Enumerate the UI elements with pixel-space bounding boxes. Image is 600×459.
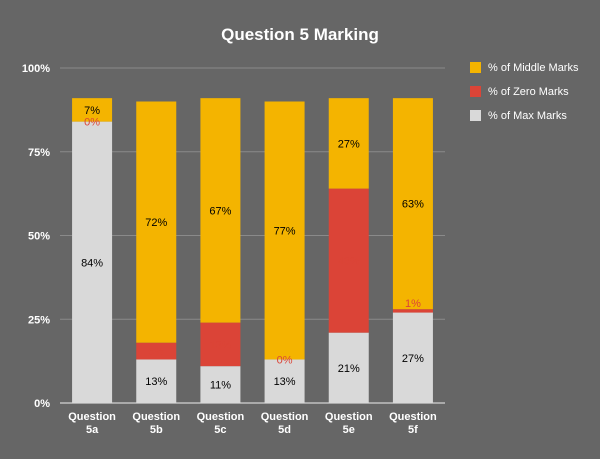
x-tick-label: Question 5a [68, 411, 116, 436]
legend-swatch [470, 86, 481, 97]
x-axis: Question 5a Question 5b Question 5c Question 5d… [68, 411, 437, 436]
y-axis: 0% 25% 50% 75% 100% [22, 63, 50, 410]
bar-segment [200, 98, 241, 323]
bar-segment [264, 359, 305, 403]
x-tick-label: Question 5c [197, 411, 245, 436]
chart-title: Question 5 Marking [221, 25, 379, 44]
bar-segment [264, 101, 305, 360]
data-label: 67% [209, 205, 231, 217]
data-label: 77% [274, 225, 296, 237]
data-label: 13% [145, 376, 167, 388]
x-tick-label: Question 5f [389, 411, 437, 436]
data-label: 13% [209, 339, 231, 351]
bar-segment [200, 322, 241, 367]
bar-segment [392, 98, 433, 310]
data-label: 13% [274, 376, 296, 388]
y-tick-label: 100% [22, 63, 50, 75]
legend-swatch [470, 110, 481, 121]
data-label: 0% [84, 117, 100, 129]
bars [72, 98, 433, 403]
bar-segment [136, 101, 177, 343]
data-label: 84% [81, 257, 103, 269]
x-tick-label: Question 5d [261, 411, 309, 436]
data-label: 11% [210, 380, 231, 392]
bar-segment [72, 98, 113, 122]
bar-segment [136, 342, 177, 360]
legend-label: % of Max Marks [488, 110, 567, 122]
bar-segment [392, 309, 433, 313]
data-label: 0% [277, 354, 293, 366]
y-tick-label: 50% [28, 231, 50, 243]
data-labels: 84%0%7%13%5%72%11%13%67%13%0%77%21%43%27… [81, 105, 424, 392]
data-label: 7% [84, 105, 100, 117]
bar-segment [328, 332, 369, 403]
data-label: 5% [148, 346, 164, 358]
x-tick-label: Question 5b [132, 411, 180, 436]
data-label: 27% [402, 353, 424, 365]
bar-segment [328, 188, 369, 333]
data-label: 27% [338, 138, 360, 150]
data-label: 1% [405, 298, 421, 310]
data-label: 21% [338, 363, 360, 375]
bar-segment [200, 366, 241, 403]
y-tick-label: 75% [28, 147, 50, 159]
data-label: 63% [402, 199, 424, 211]
bar-segment [136, 359, 177, 403]
legend-label: % of Zero Marks [488, 86, 569, 98]
bar-segment [72, 121, 113, 403]
legend-label: % of Middle Marks [488, 62, 579, 74]
bar-segment [328, 98, 369, 189]
gridlines [60, 67, 445, 404]
x-tick-label: Question 5e [325, 411, 373, 436]
legend-swatch [470, 62, 481, 73]
y-tick-label: 0% [34, 398, 50, 410]
data-label: 43% [338, 256, 360, 268]
y-tick-label: 25% [28, 314, 50, 326]
bar-segment [392, 312, 433, 403]
legend: % of Middle Marks % of Zero Marks % of Max… [470, 62, 579, 122]
data-label: 72% [145, 217, 167, 229]
